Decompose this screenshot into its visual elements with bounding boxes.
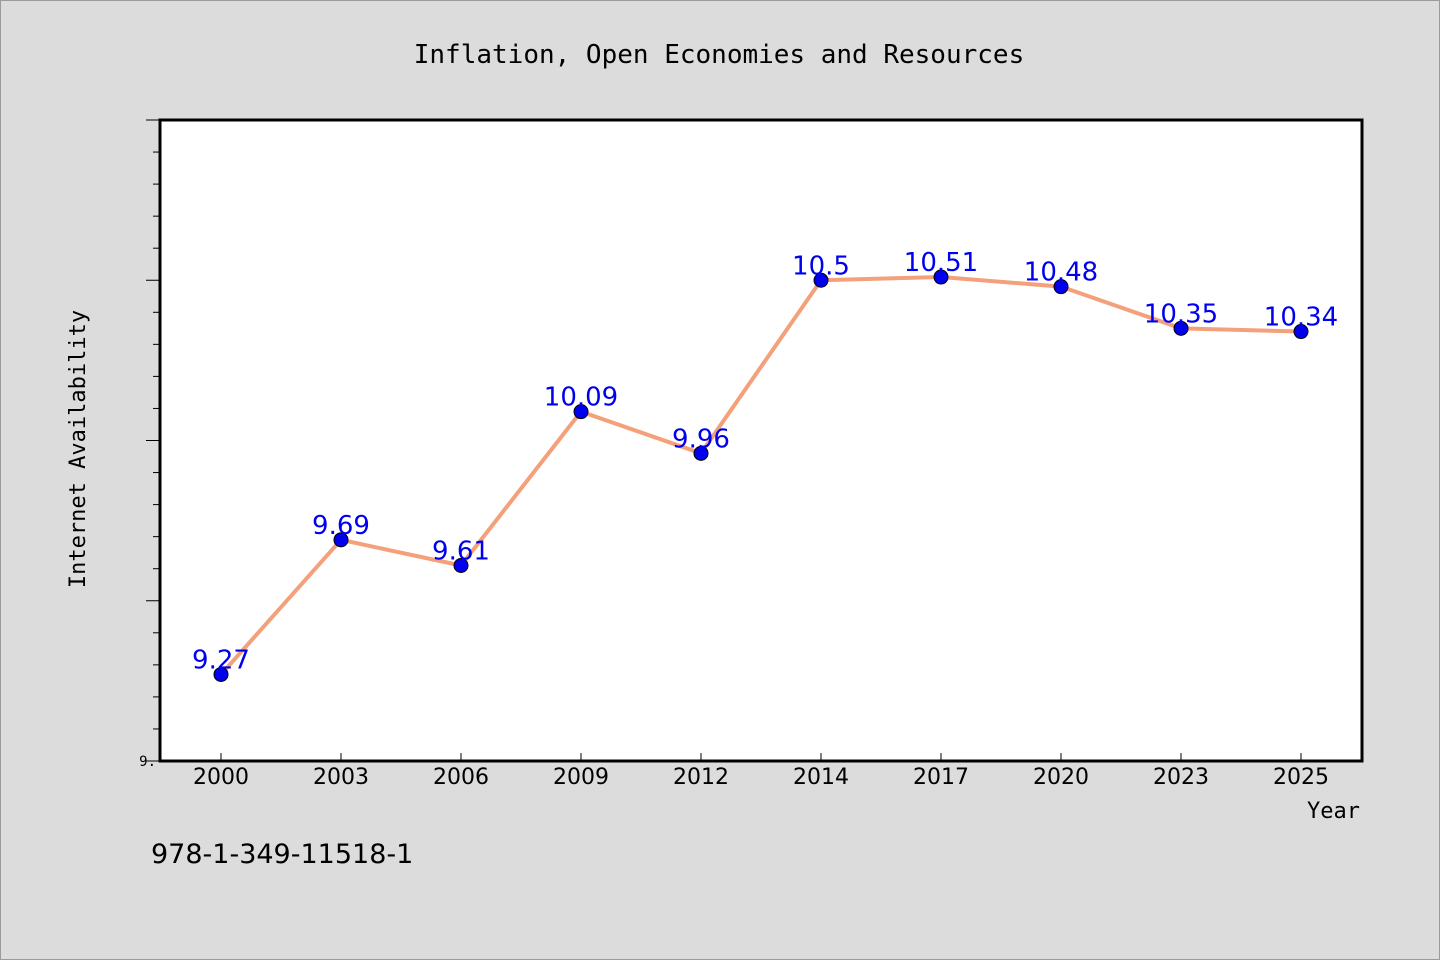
y-axis-label: Internet Availability [66, 310, 91, 588]
data-point [693, 445, 709, 461]
data-label: 9.27 [192, 645, 250, 675]
x-axis-label: Year [1307, 799, 1360, 824]
x-tick-label: 2014 [793, 765, 849, 790]
data-point [573, 404, 589, 420]
x-tick-label: 2003 [313, 765, 369, 790]
data-label: 10.09 [544, 383, 618, 413]
x-tick-label: 2006 [433, 765, 489, 790]
data-label: 10.51 [904, 248, 978, 278]
x-tick-label: 2000 [193, 765, 249, 790]
data-markers [213, 269, 1309, 682]
data-label: 10.5 [792, 251, 850, 281]
data-label: 10.48 [1024, 258, 1098, 288]
series-line [219, 275, 1303, 677]
data-label: 10.34 [1264, 303, 1338, 333]
isbn-text: 978-1-349-11518-1 [151, 839, 413, 870]
data-point [813, 272, 829, 288]
y-tick-label: 9. [139, 754, 156, 770]
y-axis-ticks [146, 119, 160, 762]
data-label: 9.61 [432, 536, 490, 566]
x-tick-label: 2009 [553, 765, 609, 790]
data-point [1053, 279, 1069, 295]
data-label: 10.35 [1144, 299, 1218, 329]
data-label: 9.96 [672, 424, 730, 454]
data-point [1173, 320, 1189, 336]
x-axis-tick-labels: 2000 2003 2006 2009 2012 2014 2017 2020 2023 2025 [193, 765, 1329, 790]
plot-area [158, 118, 1364, 763]
data-labels: 9.27 9.69 9.61 10.09 9.96 10.5 10.51 10.48 10.35… [192, 248, 1338, 675]
x-tick-label: 2023 [1153, 765, 1209, 790]
data-point [333, 532, 349, 548]
data-point [453, 557, 469, 573]
chart-title: Inflation, Open Economies and Resources [414, 40, 1024, 70]
y-axis-tick-labels: 9. [139, 754, 156, 770]
data-label: 9.69 [312, 511, 370, 541]
x-tick-label: 2020 [1033, 765, 1089, 790]
data-point [933, 269, 949, 285]
data-point [1293, 324, 1309, 340]
x-tick-label: 2012 [673, 765, 729, 790]
x-tick-label: 2025 [1273, 765, 1329, 790]
data-point [213, 666, 229, 682]
x-tick-label: 2017 [913, 765, 969, 790]
x-axis-ticks [220, 753, 1302, 761]
